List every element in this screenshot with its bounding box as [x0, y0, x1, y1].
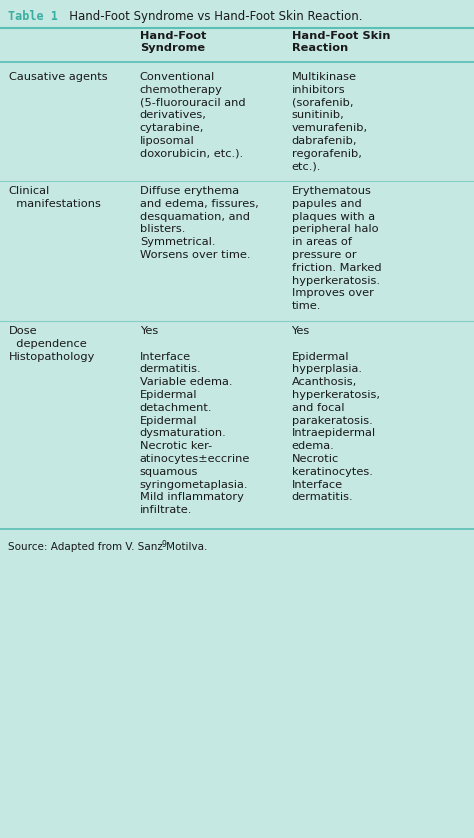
Text: Hand-Foot Syndrome vs Hand-Foot Skin Reaction.: Hand-Foot Syndrome vs Hand-Foot Skin Rea…	[58, 10, 363, 23]
Text: Yes

Epidermal
hyperplasia.
Acanthosis,
hyperkeratosis,
and focal
parakeratosis.: Yes Epidermal hyperplasia. Acanthosis, h…	[292, 326, 380, 503]
Text: Yes

Interface
dermatitis.
Variable edema.
Epidermal
detachment.
Epidermal
dysma: Yes Interface dermatitis. Variable edema…	[140, 326, 250, 515]
Text: Diffuse erythema
and edema, fissures,
desquamation, and
blisters.
Symmetrical.
W: Diffuse erythema and edema, fissures, de…	[140, 186, 259, 260]
Text: Erythematous
papules and
plaques with a
peripheral halo
in areas of
pressure or
: Erythematous papules and plaques with a …	[292, 186, 381, 311]
Text: Dose
  dependence
Histopathology: Dose dependence Histopathology	[9, 326, 95, 362]
Text: Table 1: Table 1	[8, 10, 58, 23]
Text: Conventional
chemotherapy
(5-fluorouracil and
derivatives,
cytarabine,
liposomal: Conventional chemotherapy (5-fluorouraci…	[140, 72, 246, 158]
Text: 9: 9	[162, 540, 166, 549]
Text: Multikinase
inhibitors
(sorafenib,
sunitinib,
vemurafenib,
dabrafenib,
regorafen: Multikinase inhibitors (sorafenib, sunit…	[292, 72, 368, 172]
Text: Clinical
  manifestations: Clinical manifestations	[9, 186, 100, 209]
Text: Causative agents: Causative agents	[9, 72, 107, 82]
Text: Hand-Foot
Syndrome: Hand-Foot Syndrome	[140, 31, 206, 54]
Text: Hand-Foot Skin
Reaction: Hand-Foot Skin Reaction	[292, 31, 390, 54]
Text: Source: Adapted from V. Sanz Motilva.: Source: Adapted from V. Sanz Motilva.	[8, 542, 207, 552]
